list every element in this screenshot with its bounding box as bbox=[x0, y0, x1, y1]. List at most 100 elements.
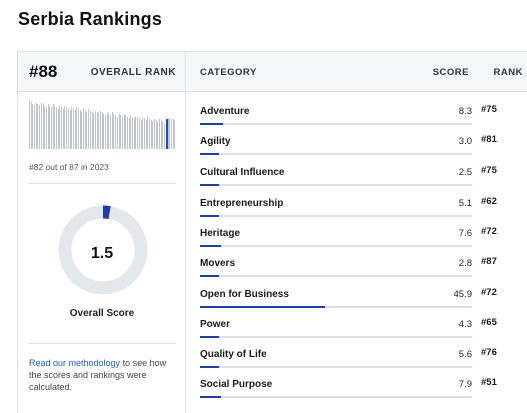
category-name: Agility bbox=[200, 136, 231, 147]
table-row[interactable]: Quality of Life 5.6 bbox=[200, 349, 472, 379]
histogram-bar bbox=[94, 110, 96, 149]
category-score: 4.3 bbox=[458, 319, 472, 330]
category-rank: #87 bbox=[481, 256, 497, 267]
table-header: CATEGORY SCORE RANK bbox=[187, 52, 527, 92]
histogram-bar bbox=[145, 119, 147, 149]
histogram-bar bbox=[110, 115, 112, 149]
histogram-bar bbox=[160, 120, 162, 149]
histogram-bar bbox=[147, 117, 149, 149]
histogram-bar bbox=[118, 113, 120, 149]
histogram-bar bbox=[172, 119, 174, 149]
histogram-bar bbox=[123, 113, 125, 149]
histogram-bar bbox=[84, 110, 86, 149]
histogram-bar bbox=[59, 105, 61, 149]
score-bar-track bbox=[200, 184, 472, 186]
category-name: Social Purpose bbox=[200, 379, 273, 390]
score-bar-fill bbox=[200, 275, 220, 277]
histogram-bar bbox=[116, 116, 118, 149]
histogram-bar bbox=[35, 102, 37, 149]
score-bar-fill bbox=[200, 366, 220, 368]
histogram-bar bbox=[57, 108, 59, 149]
category-name: Adventure bbox=[200, 106, 250, 117]
table-row[interactable]: Movers 2.8 bbox=[200, 258, 472, 288]
histogram-bar bbox=[154, 118, 156, 149]
category-rank: #81 bbox=[481, 134, 497, 145]
histogram-bar bbox=[170, 118, 172, 149]
category-rank: #75 bbox=[481, 165, 497, 176]
histogram-bar bbox=[115, 115, 117, 149]
histogram-bar bbox=[34, 105, 36, 149]
table-row[interactable]: Agility 3.0 bbox=[200, 136, 472, 166]
table-row[interactable]: Cultural Influence 2.5 bbox=[200, 167, 472, 197]
histogram-bar bbox=[133, 118, 135, 149]
histogram-bar bbox=[137, 116, 139, 149]
histogram-bar bbox=[138, 118, 140, 149]
histogram-bar bbox=[128, 118, 130, 149]
overall-rank-value: #88 bbox=[29, 62, 58, 81]
methodology-note: Read our methodology to see how the scor… bbox=[29, 357, 179, 393]
histogram-bar bbox=[130, 115, 132, 149]
histogram-bar bbox=[96, 112, 98, 149]
score-bar-fill bbox=[200, 306, 325, 308]
histogram-bar bbox=[61, 107, 63, 149]
histogram-bar bbox=[174, 119, 176, 149]
table-row[interactable]: Adventure 8.3 bbox=[200, 106, 472, 136]
histogram-bar bbox=[67, 108, 69, 149]
histogram-bar bbox=[127, 116, 128, 149]
score-bar-track bbox=[200, 245, 472, 247]
histogram-bar bbox=[88, 109, 90, 149]
histogram-bar bbox=[162, 121, 164, 149]
histogram-bar bbox=[169, 118, 171, 149]
category-name: Movers bbox=[200, 258, 236, 269]
histogram-bar bbox=[76, 107, 78, 149]
score-bar-track bbox=[200, 306, 472, 308]
histogram-bar bbox=[78, 108, 79, 149]
category-score: 7.6 bbox=[458, 228, 472, 239]
histogram-bar bbox=[164, 123, 166, 149]
histogram-bar bbox=[37, 103, 39, 149]
histogram-bar bbox=[132, 116, 134, 149]
histogram-bar bbox=[45, 106, 47, 149]
overall-score-value: 1.5 bbox=[90, 245, 114, 262]
histogram-bar bbox=[69, 110, 71, 149]
histogram-bar bbox=[52, 104, 54, 149]
score-bar-track bbox=[200, 366, 472, 368]
histogram-bar bbox=[108, 113, 110, 149]
category-score: 45.9 bbox=[453, 289, 473, 300]
category-score: 5.1 bbox=[458, 198, 472, 209]
score-bar-track bbox=[200, 123, 472, 125]
header-score[interactable]: SCORE bbox=[432, 67, 469, 78]
histogram-bar bbox=[39, 105, 41, 149]
score-bar-track bbox=[200, 336, 472, 338]
table-row[interactable]: Heritage 7.6 bbox=[200, 228, 472, 258]
histogram-bar bbox=[103, 113, 105, 149]
histogram-bar bbox=[105, 115, 107, 149]
histogram-bar bbox=[50, 107, 52, 149]
histogram-bar bbox=[62, 108, 64, 149]
category-table: CATEGORY SCORE RANK Adventure 8.3 #75 Agili… bbox=[187, 52, 527, 413]
histogram-bar bbox=[125, 115, 127, 149]
table-row[interactable]: Power 4.3 bbox=[200, 319, 472, 349]
histogram-bar bbox=[79, 110, 81, 149]
table-row[interactable]: Social Purpose 7.9 bbox=[200, 379, 472, 409]
table-row[interactable]: Open for Business 45.9 bbox=[200, 289, 472, 319]
category-score: 2.8 bbox=[458, 258, 472, 269]
overall-score-caption: Overall Score bbox=[69, 308, 135, 319]
histogram-bar-current bbox=[165, 119, 168, 149]
histogram-bar bbox=[142, 117, 144, 149]
category-score: 3.0 bbox=[458, 136, 472, 147]
category-rank: #72 bbox=[481, 226, 497, 237]
score-bar-track bbox=[200, 153, 472, 155]
histogram-bar bbox=[91, 111, 93, 149]
category-score: 7.9 bbox=[458, 379, 472, 390]
methodology-link[interactable]: Read our methodology bbox=[29, 358, 121, 368]
header-rank[interactable]: RANK bbox=[493, 67, 523, 78]
histogram-bar bbox=[98, 113, 100, 149]
category-name: Quality of Life bbox=[200, 349, 267, 360]
category-rank: #62 bbox=[481, 196, 497, 207]
table-row[interactable]: Entrepreneurship 5.1 bbox=[200, 198, 472, 228]
header-category[interactable]: CATEGORY bbox=[200, 67, 257, 78]
histogram-bar bbox=[106, 112, 108, 149]
histogram-bar bbox=[99, 110, 101, 149]
category-rank: #75 bbox=[481, 104, 497, 115]
